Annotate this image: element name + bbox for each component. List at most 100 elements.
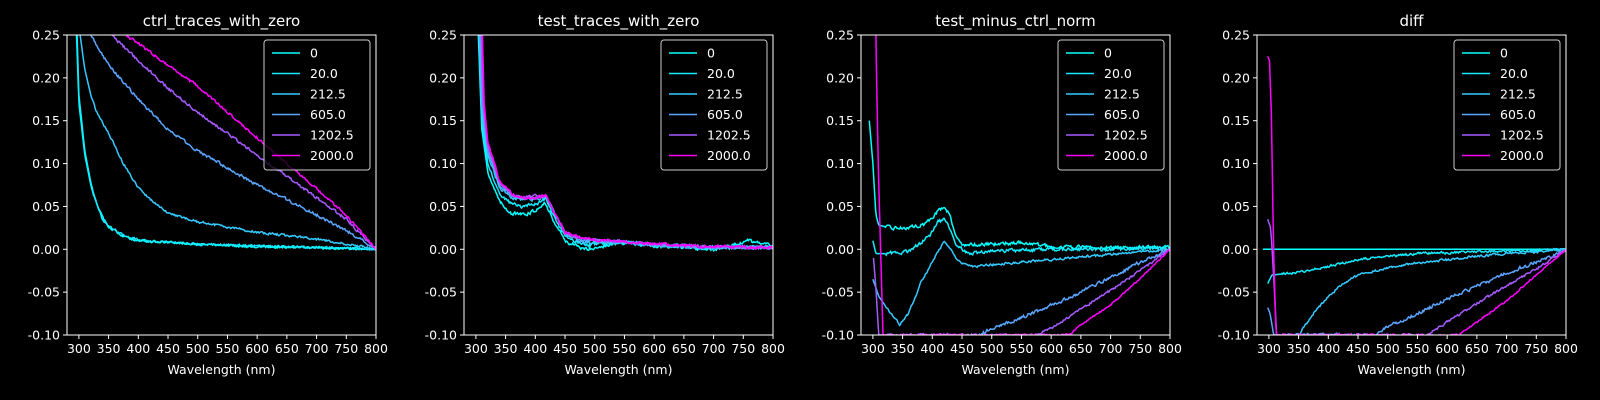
x-tick-label: 800 [364,341,388,356]
legend-label: 2000.0 [707,148,751,163]
x-tick-label: 700 [1495,341,1519,356]
x-tick-label: 400 [1316,341,1340,356]
x-tick-label: 650 [1465,341,1489,356]
y-tick-label: -0.10 [425,328,457,343]
legend: 0 20.0 212.5 605.0 1202.5 2000.0 [263,39,371,171]
x-tick-label: 700 [1099,341,1123,356]
legend-label: 1202.5 [1104,128,1148,143]
legend: 0 20.0 212.5 605.0 1202.5 2000.0 [660,39,768,171]
plot-frame [66,34,377,336]
series-line-20.0 [76,35,376,252]
y-tick-label: 0.15 [826,113,854,128]
y-tick-label: 0.05 [1222,199,1250,214]
series-line-2000.0 [125,35,376,251]
x-tick-label: 500 [980,341,1004,356]
series-line-212.5 [872,240,1170,327]
legend-label: 20.0 [1500,66,1528,81]
x-tick-label: 300 [67,341,91,356]
x-tick-label: 750 [731,341,755,356]
legend-label: 20.0 [310,66,338,81]
x-tick-label: 350 [97,341,121,356]
y-tick-label: 0.00 [1222,242,1250,257]
legend-label: 605.0 [1500,107,1536,122]
legend-label: 2000.0 [310,148,354,163]
x-tick-label: 750 [334,341,358,356]
x-tick-label: 300 [1257,341,1281,356]
series-line-1202.5 [1266,219,1566,335]
legend-label: 605.0 [1104,107,1140,122]
x-tick-label: 550 [1406,341,1430,356]
chart-title: test_traces_with_zero [538,12,700,31]
x-tick-label: 550 [216,341,240,356]
y-tick-label: 0.25 [1222,28,1250,43]
x-tick-label: 400 [920,341,944,356]
y-tick-label: 0.20 [429,70,457,85]
y-tick-label: 0.25 [429,28,457,43]
y-tick-label: 0.15 [32,113,60,128]
plot-frame [463,34,774,336]
x-tick-label: 750 [1128,341,1152,356]
legend-box [263,39,371,171]
chart-panel-0: ctrl_traces_with_zero 300 350 400 450 500 550 6… [28,12,388,377]
x-tick-label: 750 [1524,341,1548,356]
y-tick-label: 0.10 [826,156,854,171]
y-tick-label: 0.15 [1222,113,1250,128]
legend-label: 212.5 [707,87,743,102]
legend-label: 605.0 [707,107,743,122]
y-tick-label: 0.25 [826,28,854,43]
series-group [868,35,1170,335]
series-line-1202.5 [872,248,1170,335]
y-tick-label: -0.05 [28,285,60,300]
x-tick-label: 450 [1346,341,1370,356]
y-tick-label: 0.10 [32,156,60,171]
legend-label: 1202.5 [1500,128,1544,143]
y-tick-label: 0.05 [826,199,854,214]
legend-label: 0 [310,46,318,61]
chart-panel-1: test_traces_with_zero 300 350 400 450 500 550 6… [425,12,785,377]
legend-label: 212.5 [310,87,346,102]
chart-title: test_minus_ctrl_norm [935,12,1096,31]
y-tick-label: 0.05 [32,199,60,214]
y-tick-label: -0.05 [822,285,854,300]
y-tick-label: 0.25 [32,28,60,43]
y-tick-label: -0.10 [28,328,60,343]
legend-label: 1202.5 [707,128,751,143]
chart-title: ctrl_traces_with_zero [143,12,300,31]
y-tick-label: 0.15 [429,113,457,128]
x-tick-label: 450 [553,341,577,356]
y-tick-label: 0.20 [826,70,854,85]
y-tick-label: 0.20 [1222,70,1250,85]
chart-panel-3: diff 300 350 400 450 500 550 600 650 700 750 800 -0.… [1218,12,1578,377]
legend-label: 605.0 [310,107,346,122]
legend-box [660,39,768,171]
legend-label: 0 [707,46,715,61]
legend: 0 20.0 212.5 605.0 1202.5 2000.0 [1057,39,1165,171]
x-tick-label: 300 [464,341,488,356]
x-tick-label: 500 [1376,341,1400,356]
x-tick-label: 500 [583,341,607,356]
legend-label: 0 [1104,46,1112,61]
legend-label: 0 [1500,46,1508,61]
series-line-605.0 [90,35,376,250]
y-tick-label: 0.05 [429,199,457,214]
x-axis-label: Wavelength (nm) [962,362,1070,377]
x-tick-label: 450 [950,341,974,356]
legend-box [1057,39,1165,171]
x-tick-label: 800 [1158,341,1182,356]
x-axis-label: Wavelength (nm) [565,362,673,377]
x-tick-label: 700 [305,341,329,356]
x-tick-label: 700 [702,341,726,356]
x-tick-label: 350 [494,341,518,356]
series-line-1202.5 [480,35,773,251]
legend-label: 2000.0 [1500,148,1544,163]
x-axis-label: Wavelength (nm) [168,362,276,377]
series-line-605.0 [1267,248,1566,335]
chart-panel-2: test_minus_ctrl_norm 300 350 400 450 500 550 60… [822,12,1182,377]
series-group [477,35,773,252]
legend-label: 2000.0 [1104,148,1148,163]
x-tick-label: 600 [1039,341,1063,356]
series-line-2000.0 [481,35,773,250]
x-tick-label: 450 [156,341,180,356]
y-tick-label: -0.10 [1218,328,1250,343]
